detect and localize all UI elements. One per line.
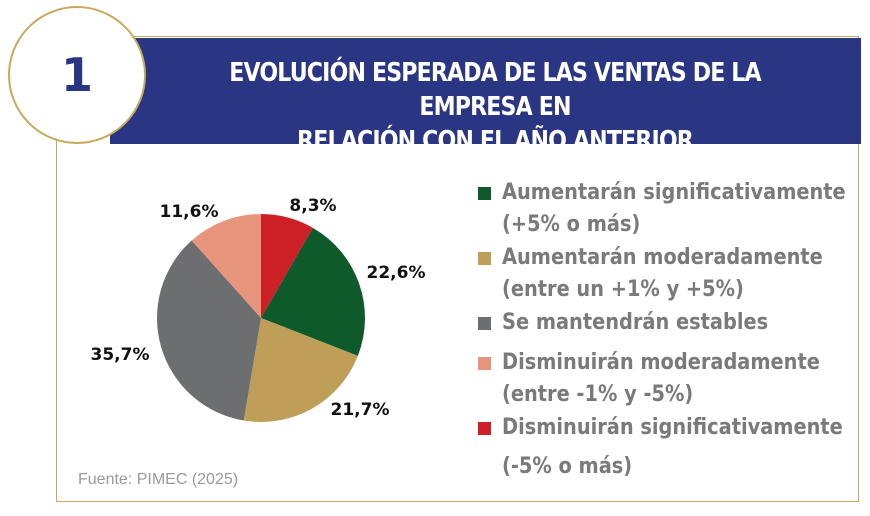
legend-sublabel: (-5% o más) xyxy=(502,454,633,479)
title-line-2: RELACIÓN CON EL AÑO ANTERIOR xyxy=(297,126,694,156)
legend-sublabel: (entre -1% y -5%) xyxy=(502,382,694,407)
source-note: Fuente: PIMEC (2025) xyxy=(78,471,239,488)
pie-slice xyxy=(243,318,358,422)
badge-number: 1 xyxy=(60,48,93,102)
title-line-1: EVOLUCIÓN ESPERADA DE LAS VENTAS DE LA E… xyxy=(229,58,761,122)
legend-swatch xyxy=(478,422,491,435)
slice-value-label: 11,6% xyxy=(160,202,219,222)
legend-swatch xyxy=(478,252,491,265)
title-banner xyxy=(110,38,861,144)
slice-value-label: 21,7% xyxy=(331,400,390,420)
pie-slice xyxy=(261,214,313,318)
legend-swatch xyxy=(478,317,491,330)
number-badge xyxy=(8,6,146,144)
legend-label: Aumentarán significativamente xyxy=(502,180,846,205)
legend-sublabel: (+5% o más) xyxy=(502,212,641,237)
legend-sublabel: (entre un +1% y +5%) xyxy=(502,277,744,302)
legend-label: Disminuirán significativamente xyxy=(502,415,843,440)
legend-swatch xyxy=(478,187,491,200)
slice-value-label: 8,3% xyxy=(289,196,336,216)
slice-value-label: 35,7% xyxy=(91,345,150,365)
pie-slice xyxy=(157,240,261,421)
chart-title: EVOLUCIÓN ESPERADA DE LAS VENTAS DE LA E… xyxy=(202,56,789,158)
slice-value-label: 22,6% xyxy=(367,263,426,283)
legend-label: Se mantendrán estables xyxy=(502,310,769,335)
legend-swatch xyxy=(478,357,491,370)
legend-label: Aumentarán moderadamente xyxy=(502,245,823,270)
legend-label: Disminuirán moderadamente xyxy=(502,350,820,375)
pie-slice xyxy=(191,214,261,318)
pie-slice xyxy=(261,227,366,356)
